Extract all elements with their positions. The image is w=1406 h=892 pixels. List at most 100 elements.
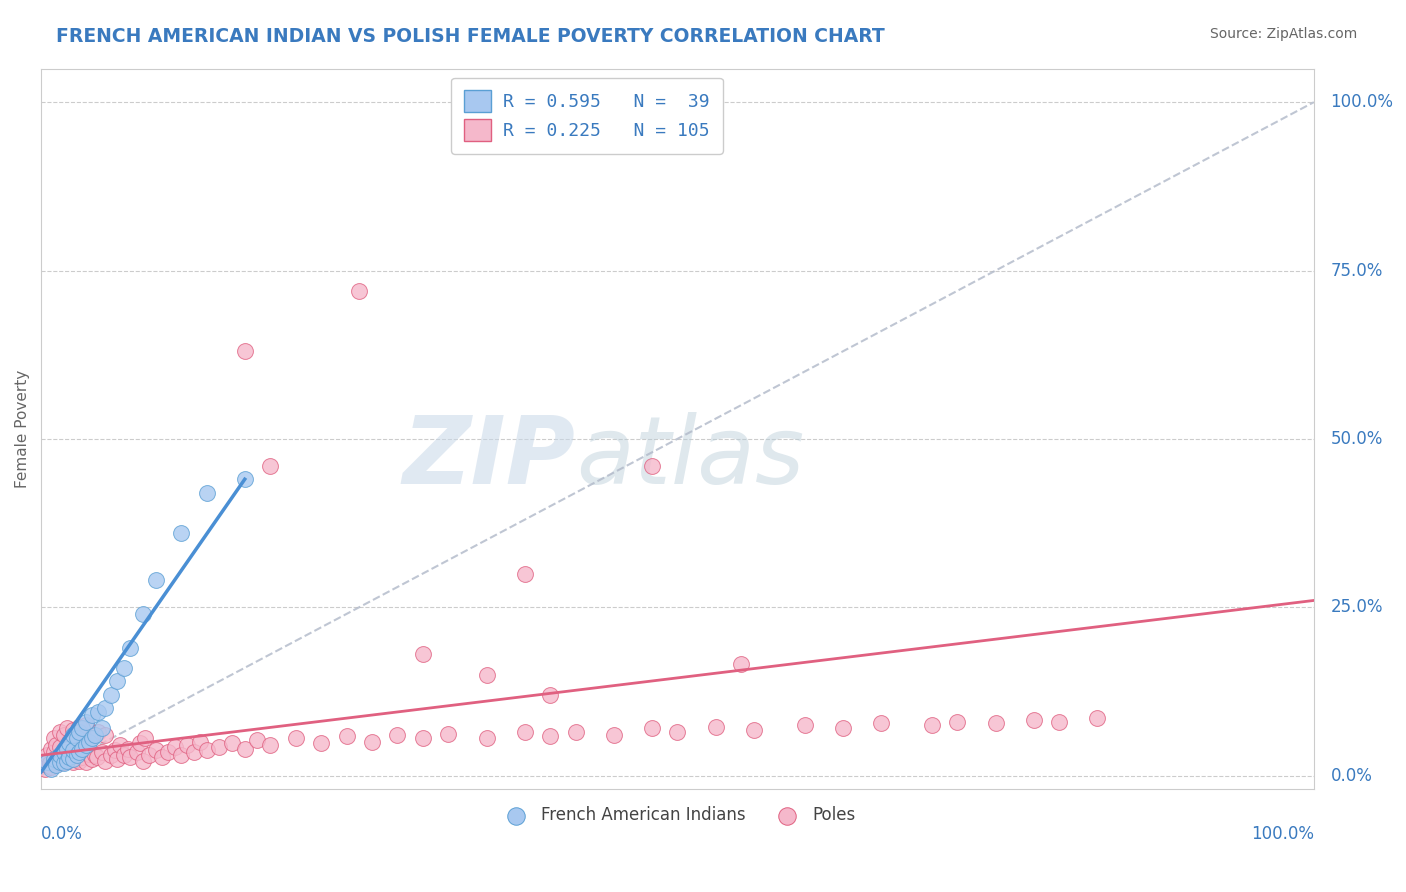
Point xyxy=(921,718,943,732)
Point xyxy=(70,731,93,746)
Point xyxy=(42,745,65,759)
Point xyxy=(163,740,186,755)
Text: 75.0%: 75.0% xyxy=(1330,261,1382,279)
Point xyxy=(170,526,193,541)
Point xyxy=(538,688,561,702)
Point xyxy=(39,762,62,776)
Point xyxy=(55,741,77,756)
Point xyxy=(66,731,89,746)
Point xyxy=(53,756,76,771)
Text: 100.0%: 100.0% xyxy=(1251,825,1313,843)
Point xyxy=(75,755,97,769)
Point xyxy=(49,748,72,763)
Point xyxy=(742,723,765,737)
Point xyxy=(75,718,97,732)
Point xyxy=(37,755,59,769)
Point xyxy=(138,748,160,763)
Point xyxy=(70,722,93,736)
Point xyxy=(176,738,198,752)
Point xyxy=(45,738,67,752)
Point xyxy=(195,743,218,757)
Point xyxy=(832,722,855,736)
Point xyxy=(309,736,332,750)
Point xyxy=(80,731,103,746)
Point xyxy=(361,735,384,749)
Point xyxy=(58,749,80,764)
Point xyxy=(437,727,460,741)
Point xyxy=(132,754,155,768)
Point xyxy=(67,724,90,739)
Point xyxy=(66,752,89,766)
Point xyxy=(107,752,129,766)
Point xyxy=(984,716,1007,731)
Point xyxy=(55,754,77,768)
Point xyxy=(603,728,626,742)
Point xyxy=(45,754,67,768)
Point xyxy=(94,728,117,742)
Point xyxy=(67,745,90,759)
Point xyxy=(80,752,103,766)
Point xyxy=(42,752,65,766)
Point xyxy=(34,762,56,776)
Point xyxy=(87,705,110,719)
Point xyxy=(62,743,84,757)
Point xyxy=(793,718,815,732)
Text: 0.0%: 0.0% xyxy=(41,825,83,843)
Point xyxy=(641,458,664,473)
Point xyxy=(117,741,139,756)
Point xyxy=(284,731,307,746)
Point xyxy=(129,736,152,750)
Point xyxy=(49,740,72,755)
Point xyxy=(100,688,122,702)
Point xyxy=(538,730,561,744)
Point xyxy=(66,748,89,763)
Point xyxy=(259,738,281,752)
Point xyxy=(70,749,93,764)
Point xyxy=(62,755,84,769)
Point xyxy=(208,740,231,755)
Point xyxy=(58,735,80,749)
Point xyxy=(475,667,498,681)
Point xyxy=(259,458,281,473)
Point xyxy=(80,730,103,744)
Point xyxy=(75,740,97,755)
Point xyxy=(42,755,65,769)
Point xyxy=(79,747,101,761)
Point xyxy=(37,758,59,772)
Text: 100.0%: 100.0% xyxy=(1330,93,1393,112)
Point xyxy=(150,749,173,764)
Point xyxy=(183,745,205,759)
Point xyxy=(79,735,101,749)
Point xyxy=(70,741,93,756)
Text: 25.0%: 25.0% xyxy=(1330,599,1384,616)
Point xyxy=(120,749,142,764)
Point xyxy=(75,714,97,729)
Point xyxy=(170,748,193,763)
Point xyxy=(39,756,62,771)
Point xyxy=(53,743,76,757)
Point xyxy=(37,748,59,763)
Point xyxy=(641,722,664,736)
Point xyxy=(42,731,65,746)
Point xyxy=(39,760,62,774)
Point xyxy=(233,344,256,359)
Text: ZIP: ZIP xyxy=(402,411,575,504)
Legend: French American Indians, Poles: French American Indians, Poles xyxy=(492,800,862,831)
Text: atlas: atlas xyxy=(575,412,804,503)
Point xyxy=(134,731,156,746)
Point xyxy=(94,754,117,768)
Point xyxy=(412,648,434,662)
Point xyxy=(412,731,434,746)
Point xyxy=(53,755,76,769)
Point xyxy=(53,745,76,759)
Point xyxy=(188,735,211,749)
Point xyxy=(53,728,76,742)
Point xyxy=(108,738,131,752)
Point xyxy=(221,736,243,750)
Point xyxy=(86,749,108,764)
Point xyxy=(1087,711,1109,725)
Point xyxy=(62,723,84,737)
Point xyxy=(58,749,80,764)
Text: Source: ZipAtlas.com: Source: ZipAtlas.com xyxy=(1209,27,1357,41)
Point xyxy=(387,728,409,742)
